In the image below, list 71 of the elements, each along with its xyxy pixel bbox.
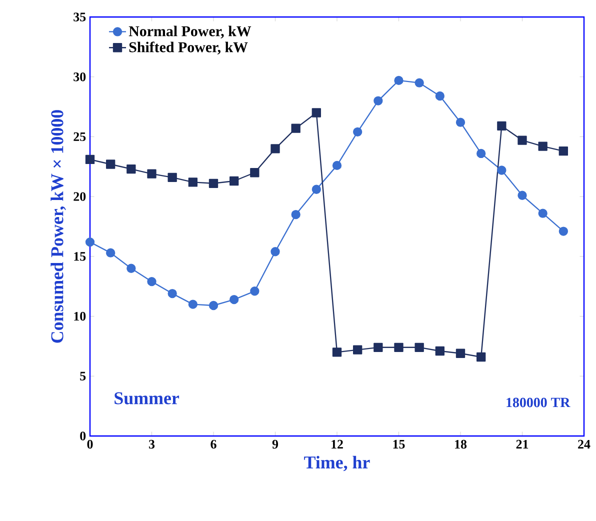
y-tick-label: 15 [74, 252, 86, 261]
point [332, 348, 342, 357]
point [85, 237, 95, 247]
legend-label: Normal Power, kW [128, 26, 252, 38]
point [188, 178, 198, 187]
point [106, 248, 116, 258]
point [538, 142, 548, 151]
annotation: 180000 TR [506, 398, 570, 408]
point [353, 127, 362, 137]
point [518, 190, 527, 200]
point [332, 160, 342, 170]
point [208, 300, 218, 310]
y-tick-label: 20 [74, 192, 86, 201]
x-tick-label: 21 [516, 440, 528, 448]
point [435, 346, 444, 356]
legend-label: Shifted Power, kW [129, 42, 248, 54]
point [497, 121, 506, 131]
point [374, 96, 383, 106]
point [558, 226, 568, 236]
point [456, 118, 466, 127]
x-tick-label: 12 [332, 440, 343, 448]
y-axis-title: Consumed Power, kW × 10000 [50, 110, 66, 343]
point [456, 348, 466, 358]
x-tick-label: 24 [578, 440, 590, 448]
point [230, 176, 239, 186]
point [374, 342, 383, 352]
point [414, 78, 424, 88]
point [270, 247, 280, 256]
point [394, 342, 404, 352]
point [147, 276, 156, 286]
point [270, 144, 280, 154]
x-tick-label: 9 [272, 440, 278, 449]
y-tick-label: 10 [74, 312, 86, 321]
point [394, 76, 404, 86]
y-tick-label: 5 [80, 372, 86, 380]
y-tick-label: 0 [80, 432, 86, 440]
point [435, 91, 444, 101]
point [518, 136, 527, 145]
point [291, 124, 300, 133]
point [106, 160, 116, 169]
y-tick-label: 30 [74, 72, 86, 82]
x-tick-label: 18 [455, 440, 467, 449]
point [188, 300, 198, 309]
x-tick-label: 15 [393, 440, 405, 449]
x-axis-title: Time, hr [304, 456, 370, 472]
point [126, 164, 136, 174]
x-tick-label: 3 [148, 440, 155, 449]
point [168, 172, 177, 182]
point [250, 168, 260, 178]
point [312, 184, 321, 194]
point [147, 169, 156, 178]
y-tick-label: 35 [74, 12, 86, 22]
point [168, 288, 177, 298]
point [476, 148, 486, 158]
point [230, 294, 239, 304]
point [85, 154, 95, 164]
annotation: Summer [114, 392, 180, 404]
point [250, 286, 260, 296]
y-tick-label: 25 [74, 132, 86, 142]
point [353, 345, 362, 354]
point [538, 208, 548, 218]
point [312, 108, 321, 118]
x-tick-label: 6 [210, 440, 216, 449]
x-tick-label: 0 [87, 440, 93, 449]
point [476, 352, 486, 362]
point [497, 166, 506, 175]
point [208, 178, 218, 188]
point [414, 342, 424, 352]
point [558, 146, 568, 156]
point [291, 210, 300, 220]
point [126, 264, 136, 273]
